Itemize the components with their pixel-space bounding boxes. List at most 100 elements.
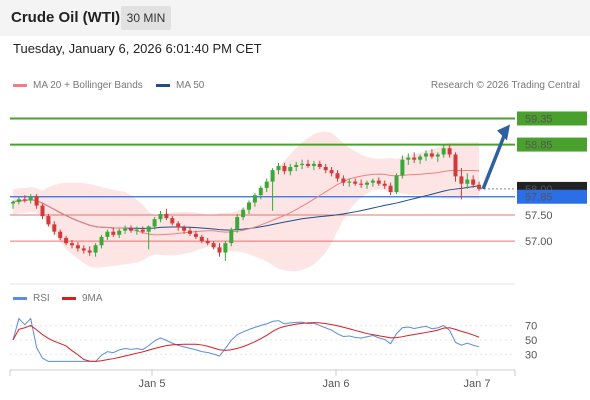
rsi-swatch: [13, 296, 27, 300]
candle-body: [52, 224, 57, 232]
ma20-swatch: [13, 83, 27, 87]
rsi-tick-label: 30: [525, 349, 537, 361]
candle-body: [241, 209, 246, 218]
candle-body: [406, 157, 411, 160]
candle-body: [134, 229, 139, 231]
candle-body: [418, 156, 423, 160]
candle-body: [429, 153, 434, 157]
candle-body: [471, 179, 476, 185]
candle-body: [199, 236, 204, 242]
candle-body: [146, 226, 151, 232]
candle-body: [105, 231, 110, 237]
candle-body: [28, 196, 33, 201]
candle-body: [435, 154, 440, 157]
ma20-line: [12, 169, 480, 236]
candle-body: [459, 176, 464, 184]
candle-body: [276, 165, 281, 171]
candle-body: [70, 243, 74, 246]
candle-body: [412, 157, 417, 160]
level-label-text: 57.00: [525, 236, 553, 248]
candle-body: [152, 219, 157, 227]
candle-body: [382, 183, 387, 186]
level-label-support: 57.00: [525, 236, 553, 248]
candle-body: [353, 181, 358, 184]
candle-body: [394, 175, 399, 193]
level-label-text: 58.85: [525, 140, 553, 152]
candle-body: [465, 179, 470, 184]
candle-body: [40, 205, 45, 217]
level-label-box: [517, 137, 587, 152]
candle-body: [453, 154, 458, 177]
candle-body: [447, 148, 452, 155]
rsi-tick-label: 50: [525, 335, 537, 347]
legend-rsi: RSI: [13, 293, 50, 304]
chart-header: Crude Oil (WTI) 30 MIN: [0, 0, 590, 36]
level-label-box: [517, 111, 587, 126]
candle-body: [99, 236, 104, 246]
timeframe-badge[interactable]: 30 MIN: [121, 6, 171, 30]
level-label-text: 57.50: [525, 210, 553, 222]
level-label-text: 57.85: [525, 192, 553, 204]
candle-body: [58, 231, 63, 238]
candle-body: [75, 245, 80, 249]
candle-body: [376, 180, 381, 184]
candle-body: [117, 230, 122, 235]
candle-body: [335, 173, 340, 179]
candle-body: [11, 201, 15, 204]
candle-body: [111, 231, 116, 235]
candle-body: [176, 223, 181, 228]
candle-body: [16, 199, 21, 202]
candle-body: [81, 248, 86, 251]
candle-body: [188, 230, 192, 234]
candle-body: [294, 164, 299, 167]
candle-body: [347, 181, 352, 183]
candle-body: [46, 216, 51, 225]
candle-body: [93, 245, 98, 253]
report-datetime: Tuesday, January 6, 2026 6:01:40 PM CET: [13, 41, 262, 56]
candle-body: [229, 229, 234, 244]
ma9-swatch: [62, 296, 76, 300]
candle-body: [270, 170, 275, 182]
level-label-resistance: 59.35: [517, 111, 587, 126]
rsi-legend-label: RSI: [33, 293, 50, 304]
level-label-box: [517, 189, 587, 204]
candle-body: [300, 163, 305, 165]
x-tick-label: Jan 6: [323, 378, 350, 390]
candle-body: [182, 227, 187, 231]
candle-body: [193, 233, 198, 237]
level-label-support: 57.50: [525, 210, 553, 222]
candle-body: [288, 167, 293, 172]
candle-body: [205, 241, 210, 244]
legend-ma20: MA 20 + Bollinger Bands: [13, 80, 143, 91]
candle-body: [282, 165, 287, 172]
ma9-legend-label: 9MA: [82, 293, 103, 304]
candle-body: [258, 187, 263, 196]
candle-body: [140, 229, 145, 232]
candle-body: [370, 180, 375, 183]
legend-ma50: MA 50: [156, 80, 204, 91]
candle-body: [359, 183, 364, 185]
rsi-tick-label: 70: [525, 321, 537, 333]
candle-body: [264, 181, 269, 188]
candle-body: [341, 178, 346, 183]
ma50-legend-label: MA 50: [176, 80, 205, 91]
forecast-arrow-shaft: [481, 132, 507, 190]
candle-body: [64, 237, 69, 244]
instrument-title: Crude Oil (WTI): [11, 9, 121, 26]
candle-body: [247, 202, 251, 210]
research-credit: Research © 2026 Trading Central: [430, 80, 580, 91]
candle-body: [323, 167, 328, 171]
candle-body: [217, 247, 222, 253]
candle-body: [211, 243, 216, 248]
candle-body: [441, 148, 446, 155]
candle-body: [365, 182, 369, 185]
candle-body: [129, 228, 133, 231]
candle-body: [34, 196, 39, 206]
candle-body: [424, 153, 428, 157]
candle-body: [317, 163, 322, 167]
candle-body: [477, 184, 482, 189]
candle-body: [22, 199, 27, 201]
rsi-ma-line: [12, 322, 480, 362]
candle-body: [123, 228, 128, 231]
